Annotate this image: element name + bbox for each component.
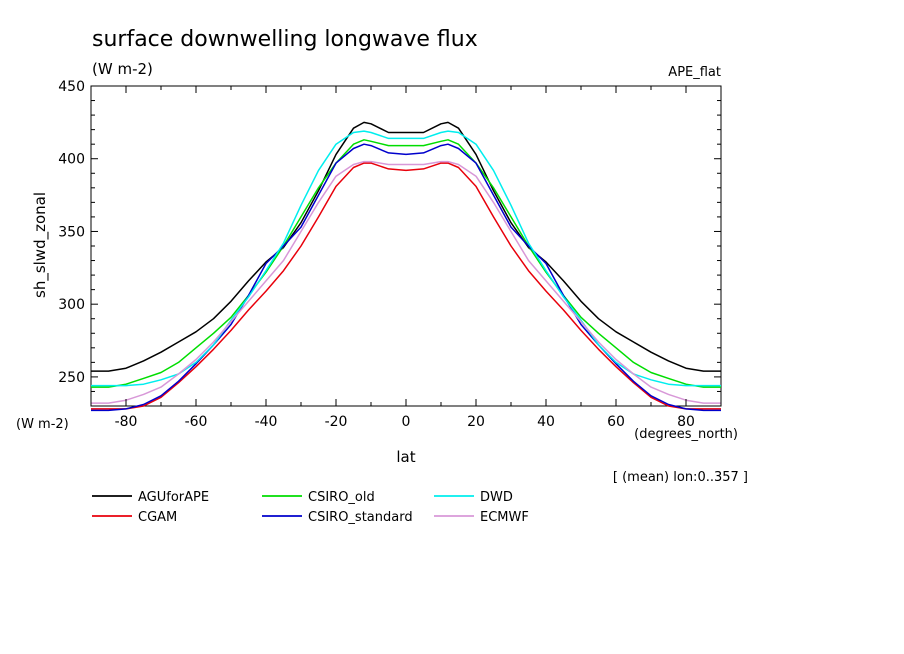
y-tick-label: 350: [58, 224, 85, 240]
series-line-cgam: [91, 162, 721, 410]
legend-label: CSIRO_old: [308, 490, 375, 505]
x-axis-units: (degrees_north): [634, 427, 738, 442]
x-tick-label: 80: [677, 414, 695, 430]
chart-title: surface downwelling longwave flux: [92, 27, 478, 52]
legend-label: CGAM: [138, 510, 177, 525]
series-layer: [91, 121, 721, 412]
legend: AGUforAPE CGAM CSIRO_old CSIRO_standard DWD E…: [92, 490, 529, 525]
legend-label: CSIRO_standard: [308, 510, 413, 525]
y-axis-ticks: 250 300 350 400 450: [58, 79, 721, 392]
series-line-aguforape: [91, 121, 721, 372]
legend-label: ECMWF: [480, 510, 529, 525]
plot-area: -80 -60 -40 -20 0 20 40 60 80 250 300 350 400 450: [58, 79, 722, 430]
legend-label: AGUforAPE: [138, 490, 209, 505]
x-axis-ticks: -80 -60 -40 -20 0 20 40 60 80: [90, 86, 722, 430]
series-line-csiro-old: [91, 139, 721, 388]
x-tick-label: 0: [402, 414, 411, 430]
x-axis-label: lat: [396, 448, 415, 466]
x-tick-label: -80: [115, 414, 138, 430]
series-line-ecmwf: [91, 160, 721, 404]
x-tick-label: -60: [185, 414, 208, 430]
y-tick-label: 300: [58, 297, 85, 313]
x-tick-label: -20: [325, 414, 348, 430]
series-line-dwd: [91, 130, 721, 387]
y-axis-units: (W m-2): [16, 417, 69, 432]
x-tick-label: 40: [537, 414, 555, 430]
y-tick-label: 250: [58, 370, 85, 386]
mean-note: [ (mean) lon:0..357 ]: [613, 470, 748, 485]
x-tick-label: 60: [607, 414, 625, 430]
y-axis-label: sh_slwd_zonal: [31, 192, 50, 298]
chart-tag: APE_flat: [668, 65, 721, 80]
plot-frame: [90, 85, 722, 407]
y-tick-label: 400: [58, 152, 85, 168]
x-tick-label: 20: [467, 414, 485, 430]
series-line-csiro-standard: [91, 143, 721, 412]
legend-label: DWD: [480, 490, 513, 505]
chart-units: (W m-2): [92, 60, 153, 78]
x-tick-label: -40: [255, 414, 278, 430]
y-tick-label: 450: [58, 79, 85, 95]
